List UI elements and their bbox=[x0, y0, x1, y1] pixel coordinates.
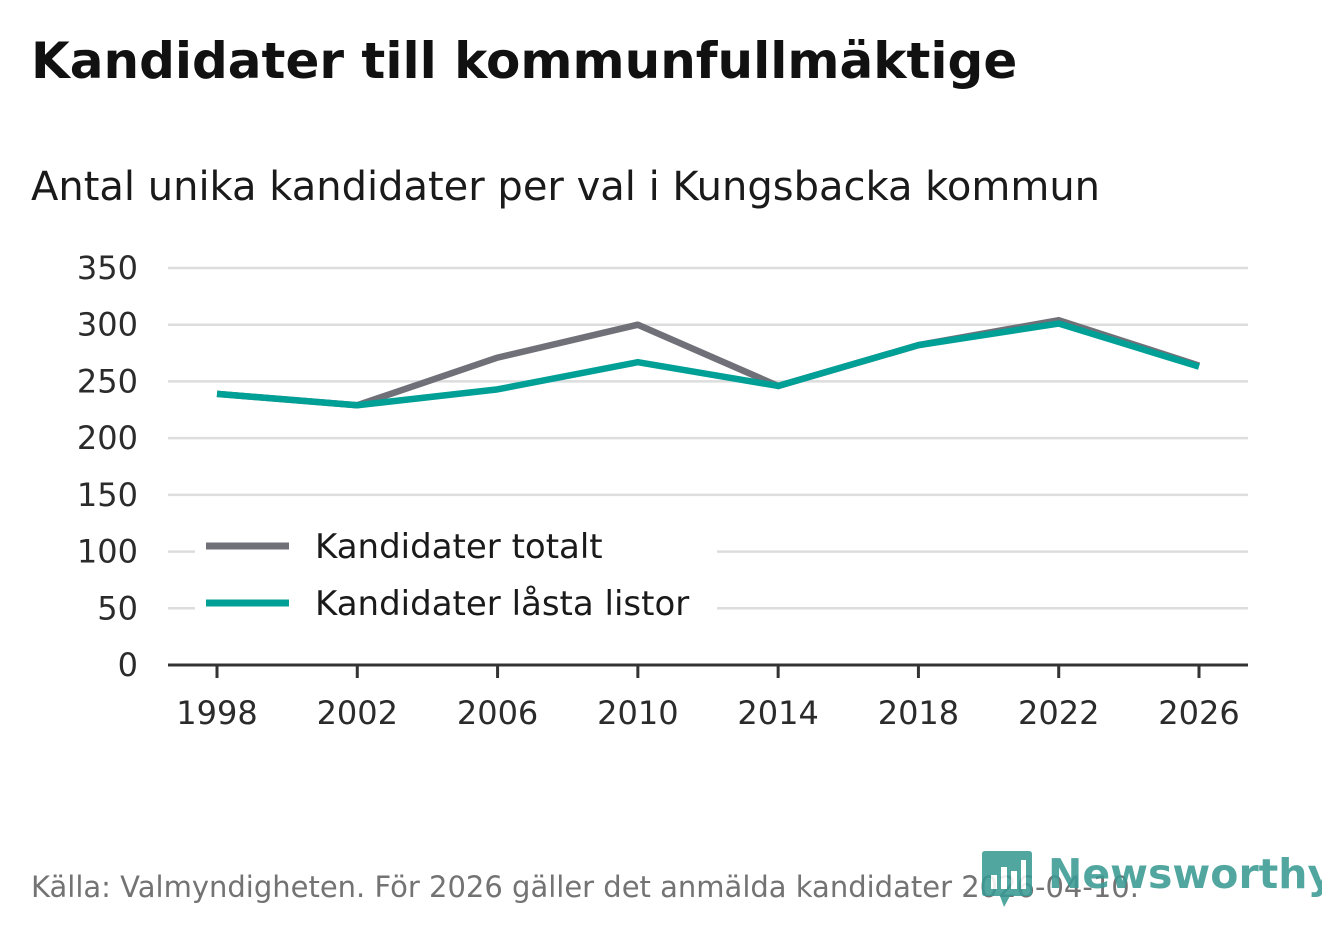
y-tick-label-250: 250 bbox=[77, 362, 138, 400]
brand-name: Newsworthy bbox=[1048, 850, 1322, 898]
newsworthy-logo: Newsworthy bbox=[982, 850, 1322, 910]
y-tick-label-350: 350 bbox=[77, 249, 138, 287]
legend: Kandidater totalt Kandidater låsta listor bbox=[195, 520, 717, 640]
y-tick-label-0: 0 bbox=[118, 646, 138, 684]
series-lines bbox=[216, 316, 1201, 409]
y-axis: 0 50 100 150 200 250 300 350 bbox=[77, 249, 138, 684]
series-line-2 bbox=[216, 320, 1200, 409]
x-tick-label-2018: 2018 bbox=[878, 694, 959, 732]
legend-label-1: Kandidater totalt bbox=[315, 527, 603, 567]
x-tick-label-2022: 2022 bbox=[1018, 694, 1099, 732]
chart-subtitle: Antal unika kandidater per val i Kungsba… bbox=[31, 164, 1101, 210]
y-tick-label-50: 50 bbox=[97, 589, 138, 627]
x-tick-label-2014: 2014 bbox=[737, 694, 818, 732]
bar-chart-speech-icon bbox=[982, 851, 1032, 907]
y-tick-label-100: 100 bbox=[77, 533, 138, 571]
y-tick-label-300: 300 bbox=[77, 306, 138, 344]
y-tick-label-200: 200 bbox=[77, 419, 138, 457]
y-tick-label-150: 150 bbox=[77, 476, 138, 514]
x-tick-label-2026: 2026 bbox=[1158, 694, 1239, 732]
source-note: Källa: Valmyndigheten. För 2026 gäller d… bbox=[31, 870, 1139, 904]
x-tick-label-2006: 2006 bbox=[457, 694, 538, 732]
legend-label-2: Kandidater låsta listor bbox=[315, 584, 689, 624]
chart-title: Kandidater till kommunfullmäktige bbox=[31, 32, 1018, 90]
x-tick-label-2010: 2010 bbox=[597, 694, 678, 732]
x-axis: 1998 2002 2006 2010 2014 2018 2022 2026 bbox=[168, 663, 1248, 732]
series-line-1 bbox=[216, 316, 1201, 409]
x-tick-label-1998: 1998 bbox=[176, 694, 257, 732]
x-tick-label-2002: 2002 bbox=[317, 694, 398, 732]
legend-background bbox=[195, 520, 717, 640]
